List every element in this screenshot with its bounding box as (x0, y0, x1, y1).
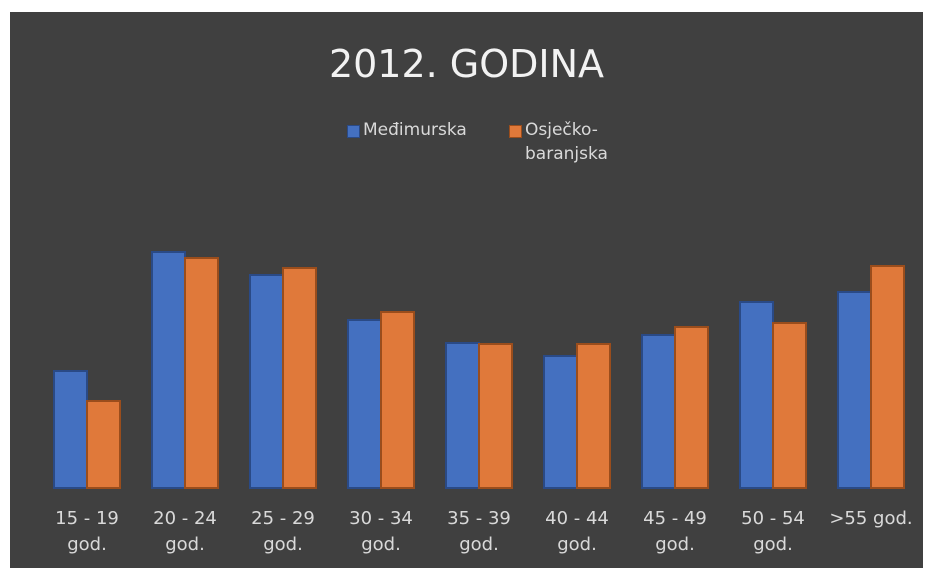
bar (543, 355, 578, 489)
bar (739, 301, 774, 489)
bar (445, 342, 480, 489)
bar (772, 322, 807, 489)
x-tick-label: 20 - 24 god. (153, 508, 217, 555)
x-tick-label: 15 - 19 god. (55, 508, 119, 555)
bar (184, 257, 219, 489)
bar (151, 251, 186, 489)
bar (282, 267, 317, 489)
bar (380, 311, 415, 489)
x-tick-label: 25 - 29 god. (251, 508, 315, 555)
bar (641, 334, 676, 489)
x-tick-label: >55 god. (829, 508, 913, 529)
x-tick-label: 30 - 34 god. (349, 508, 413, 555)
legend-swatch (509, 125, 522, 138)
legend-label: Osječko-baranjska (525, 120, 608, 164)
chart-title: 2012. GODINA (328, 42, 605, 86)
legend-label: Međimurska (363, 120, 467, 140)
x-tick-label: 50 - 54 god. (741, 508, 805, 555)
bar (576, 343, 611, 489)
bar (478, 343, 513, 489)
plot (53, 251, 905, 489)
x-tick-label: 40 - 44 god. (545, 508, 609, 555)
x-tick-label: 35 - 39 god. (447, 508, 511, 555)
bar (86, 400, 121, 489)
bar (347, 319, 382, 489)
chart: 2012. GODINA 15 - 19 god. 20 - 24 god. 25 … (10, 12, 923, 568)
legend-swatch (347, 125, 360, 138)
bar (674, 326, 709, 489)
x-tick-label: 45 - 49 god. (643, 508, 707, 555)
bar (53, 370, 88, 489)
bar (870, 265, 905, 489)
bar (249, 274, 284, 489)
bar (837, 291, 872, 489)
